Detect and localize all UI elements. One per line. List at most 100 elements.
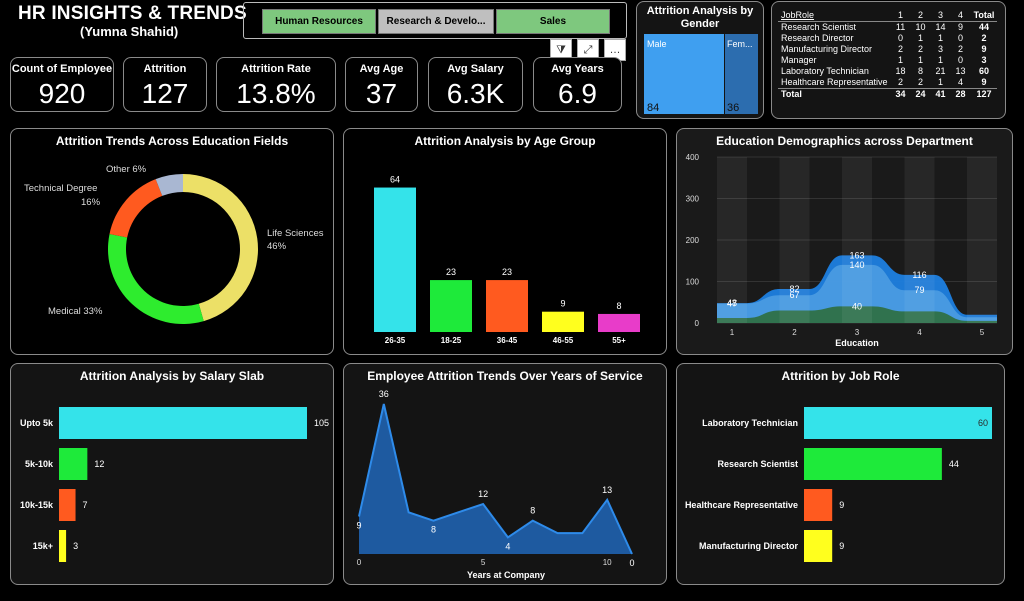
table-cell: 1	[898, 55, 904, 65]
age-bar-36-45	[486, 280, 528, 332]
kpi-avg-salary: Avg Salary 6.3K	[428, 57, 523, 112]
edu-column-band	[779, 157, 810, 323]
gender-male-block[interactable]: Male 84	[644, 34, 724, 114]
kpi-value: 920	[38, 78, 86, 109]
kpi-attrition-rate: Attrition Rate 13.8%	[216, 57, 336, 112]
years-point-label: 8	[431, 525, 436, 535]
role-bar-laboratory-technician	[804, 407, 992, 439]
edu-area-research-development	[717, 264, 997, 323]
years-line	[358, 403, 633, 555]
table-header-cell[interactable]: 2	[918, 10, 924, 20]
slicer-human-resources[interactable]: Human Resources	[262, 9, 376, 34]
age-axis-tick: 36-45	[497, 336, 518, 345]
edu-point-label: 40	[852, 301, 862, 311]
education-donut-chart: Life Sciences 46% Medical 33% Technical …	[24, 164, 324, 324]
gender-female-block[interactable]: Fem... 36	[725, 34, 758, 114]
table-cell: 4	[958, 77, 964, 87]
role-bar-value: 44	[949, 459, 959, 469]
salary-axis-label: 15k+	[33, 541, 53, 551]
salary-slab-panel: Attrition Analysis by Salary Slab Upto 5…	[10, 363, 334, 585]
role-bar-value: 60	[978, 418, 988, 428]
role-bar-manufacturing-director	[804, 530, 833, 562]
slicer-sales[interactable]: Sales	[496, 9, 610, 34]
department-slicer: Human Resources Research & Develo... Sal…	[243, 2, 627, 39]
dashboard-title: HR INSIGHTS & TRENDS	[18, 3, 247, 24]
table-header-cell[interactable]: 4	[958, 10, 964, 20]
kpi-avg-age: Avg Age 37	[345, 57, 418, 112]
edu-x-tick: 2	[792, 328, 797, 337]
edu-column-band	[967, 157, 997, 323]
years-point-label: 4	[505, 541, 510, 551]
donut-label-technical-degree-pct: 16%	[81, 197, 101, 208]
table-header-cell[interactable]: JobRole	[781, 10, 815, 20]
table-cell: Manufacturing Director	[781, 44, 873, 54]
edu-point-label: 82	[789, 284, 799, 294]
kpi-label: Count of Employee	[11, 63, 113, 75]
table-cell: 0	[898, 33, 904, 43]
salary-bar-value: 3	[73, 541, 78, 551]
table-header-cell[interactable]: 3	[938, 10, 944, 20]
kpi-value: 6.9	[558, 78, 597, 109]
donut-label-technical-degree: Technical Degree	[24, 183, 97, 194]
table-row: Research Scientist 11 10 14 9 44	[778, 22, 997, 34]
role-axis-label: Manufacturing Director	[699, 541, 799, 551]
slicer-research-development[interactable]: Research & Develo...	[378, 9, 494, 34]
table-total-row: Total 34 24 41 28 127	[778, 88, 998, 101]
years-point-label: 12	[478, 489, 488, 499]
table-row: Manager 1 1 1 0 3	[778, 55, 997, 66]
gender-male-value: 84	[647, 102, 660, 114]
kpi-value: 6.3K	[446, 78, 505, 109]
years-point-label: 36	[379, 389, 389, 399]
edu-area-human-resources	[717, 306, 997, 323]
edu-x-axis-title: Education	[835, 338, 879, 348]
table-cell: Research Scientist	[781, 22, 857, 32]
table-cell: 1	[938, 55, 944, 65]
kpi-count-of-employee: Count of Employee 920	[10, 57, 114, 112]
role-bar-healthcare-representative	[804, 489, 833, 521]
table-header-cell[interactable]: Total	[973, 10, 995, 20]
table-cell: 18	[895, 66, 906, 76]
table-cell: 13	[955, 66, 966, 76]
table-cell: 28	[955, 89, 966, 99]
job-role-table: JobRole 1 2 3 4 Total Research Scientist…	[778, 10, 998, 101]
kpi-label: Attrition Rate	[241, 63, 311, 75]
donut-label-medical: Medical 33%	[48, 306, 103, 317]
table-cell: Manager	[781, 55, 817, 65]
job-role-bar-chart: Laboratory Technician 60 Research Scientis…	[685, 407, 992, 562]
table-cell: 1	[938, 33, 944, 43]
edu-x-tick: 3	[855, 328, 860, 337]
gender-title: Attrition Analysis by Gender	[646, 5, 754, 30]
dashboard-subtitle: (Yumna Shahid)	[80, 24, 179, 39]
years-point-label: 0	[629, 558, 634, 568]
gender-female-label: Fem...	[727, 39, 753, 49]
kpi-value: 37	[365, 78, 398, 109]
donut-slice-technical-degree	[109, 179, 163, 238]
kpi-label: Avg Years	[551, 63, 604, 75]
years-x-tick: 5	[481, 558, 486, 567]
table-cell: 0	[958, 55, 964, 65]
kpi-attrition: Attrition 127	[123, 57, 207, 112]
salary-bar-upto-5k	[59, 407, 307, 439]
years-x-tick: 10	[603, 558, 612, 567]
salary-axis-label: Upto 5k	[20, 418, 54, 428]
edu-column-band	[717, 157, 747, 323]
table-cell: 34	[895, 89, 906, 99]
table-cell: Research Director	[781, 33, 854, 43]
salary-bar-value: 105	[314, 418, 329, 428]
table-header-cell[interactable]: 1	[898, 10, 904, 20]
table-cell: 8	[918, 66, 924, 76]
gender-male-label: Male	[647, 39, 667, 49]
edu-y-tick: 200	[686, 236, 700, 245]
age-bar-55	[598, 313, 640, 332]
role-bar-value: 9	[839, 541, 844, 551]
years-service-panel: Employee Attrition Trends Over Years of …	[343, 363, 667, 585]
role-axis-label: Healthcare Representative	[685, 500, 798, 510]
gender-panel: Attrition Analysis by Gender Male 84 Fem…	[636, 1, 764, 119]
table-cell: 1	[938, 77, 944, 87]
table-cell: 9	[958, 22, 964, 32]
panel-title: Employee Attrition Trends Over Years of …	[367, 369, 643, 383]
years-service-area-chart: 9 36 8 12 4 8 13 0 0 5 10 Years at Company	[356, 389, 634, 580]
focus-mode-icon[interactable]: ⤢	[577, 39, 599, 61]
edu-column-band	[904, 157, 935, 323]
